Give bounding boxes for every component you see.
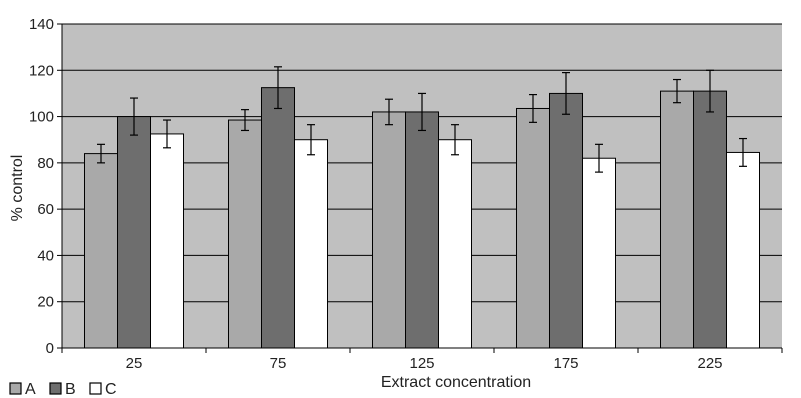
y-tick-label: 40: [37, 247, 54, 264]
bar-b-25: [117, 116, 151, 349]
bar-b-125: [405, 111, 439, 349]
bar-a-175: [516, 107, 550, 349]
bar-b-175: [549, 92, 583, 349]
y-tick-label: 140: [29, 16, 54, 33]
y-tick-label: 20: [37, 294, 54, 311]
legend-swatch-a: [9, 382, 22, 395]
y-tick-label: 80: [37, 155, 54, 172]
bar-c-25: [150, 133, 184, 349]
y-tick-label: 60: [37, 201, 54, 218]
legend-label-a: A: [25, 381, 36, 398]
bar-b-75: [261, 87, 295, 349]
legend-label-c: C: [105, 381, 117, 398]
legend-swatch-b: [49, 382, 62, 395]
bar-a-75: [228, 119, 262, 349]
bar-c-175: [582, 157, 616, 349]
x-tick-label: 125: [409, 355, 434, 372]
error-bars: [97, 66, 747, 173]
bar-a-125: [372, 111, 406, 349]
y-axis-ticks: 0 20 40 60 80 100 120 140: [29, 16, 62, 357]
x-axis-title: Extract concentration: [381, 374, 531, 391]
x-tick-label: 225: [697, 355, 722, 372]
x-axis-ticks: 25 75 125 175 225: [61, 348, 783, 372]
bar-a-225: [660, 90, 694, 349]
y-tick-label: 120: [29, 62, 54, 79]
y-axis-title: % control: [9, 155, 26, 222]
bar-c-125: [438, 139, 472, 349]
legend: A B C: [9, 381, 117, 398]
legend-label-b: B: [65, 381, 76, 398]
x-tick-label: 75: [270, 355, 287, 372]
bar-c-225: [726, 151, 760, 349]
bar-c-75: [294, 139, 328, 349]
y-tick-label: 0: [46, 340, 54, 357]
x-tick-label: 25: [126, 355, 143, 372]
x-tick-label: 175: [553, 355, 578, 372]
bar-b-225: [693, 90, 727, 349]
y-tick-label: 100: [29, 109, 54, 126]
legend-swatch-c: [89, 382, 102, 395]
bar-a-25: [84, 153, 118, 349]
